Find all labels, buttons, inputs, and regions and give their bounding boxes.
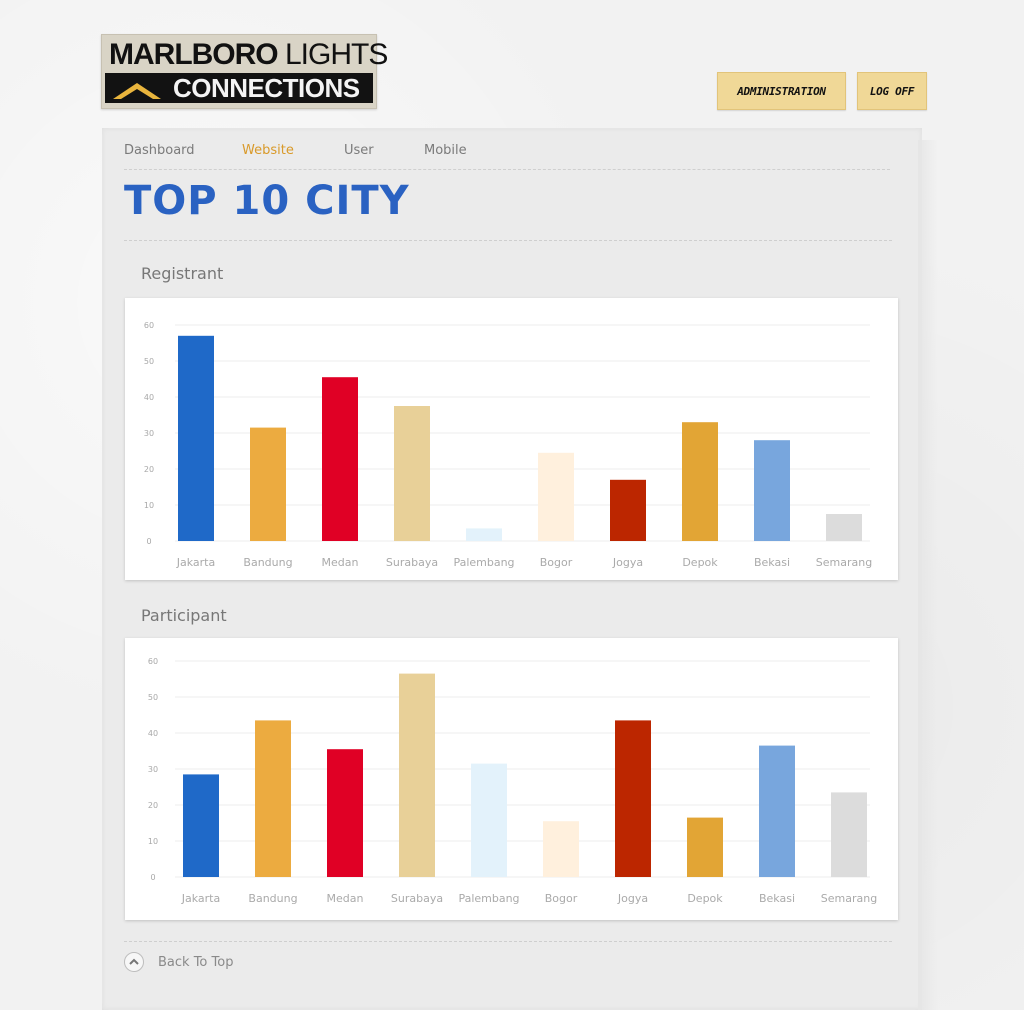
y-tick-label: 10 bbox=[148, 837, 158, 846]
x-tick-label: Palembang bbox=[458, 892, 519, 905]
y-tick-label: 50 bbox=[144, 357, 154, 366]
bar-palembang[interactable] bbox=[471, 763, 507, 877]
y-tick-label: 0 bbox=[146, 537, 151, 546]
administration-button[interactable]: ADMINISTRATION bbox=[717, 72, 846, 110]
bar-medan[interactable] bbox=[322, 377, 358, 541]
bar-jogya[interactable] bbox=[610, 479, 646, 541]
y-tick-label: 60 bbox=[148, 657, 158, 666]
log-off-button[interactable]: LOG OFF bbox=[857, 72, 927, 110]
x-tick-label: Jogya bbox=[612, 556, 643, 569]
x-tick-label: Palembang bbox=[453, 556, 514, 569]
participant-section-label: Participant bbox=[141, 606, 227, 625]
x-tick-label: Medan bbox=[327, 892, 364, 905]
x-tick-label: Bandung bbox=[243, 556, 292, 569]
y-tick-label: 60 bbox=[144, 321, 154, 330]
y-tick-label: 30 bbox=[148, 765, 158, 774]
bar-jakarta[interactable] bbox=[178, 335, 214, 541]
logo-text-light: LIGHTS bbox=[285, 38, 388, 71]
bar-bekasi[interactable] bbox=[754, 440, 790, 541]
participant-chart-card: 0 10 20 30 40 50 60 Jakarta Bandung Medan Surabaya… bbox=[125, 638, 898, 920]
y-tick-label: 10 bbox=[144, 501, 154, 510]
y-tick-label: 40 bbox=[148, 729, 158, 738]
y-tick-label: 20 bbox=[148, 801, 158, 810]
x-tick-label: Bogor bbox=[545, 892, 578, 905]
bar-jakarta[interactable] bbox=[183, 774, 219, 877]
x-tick-label: Bekasi bbox=[754, 556, 790, 569]
back-to-top-label: Back To Top bbox=[158, 955, 234, 970]
bar-bekasi[interactable] bbox=[759, 745, 795, 877]
title-divider bbox=[124, 240, 892, 241]
bar-palembang[interactable] bbox=[466, 528, 502, 541]
bar-surabaya[interactable] bbox=[399, 673, 435, 877]
bar-surabaya[interactable] bbox=[394, 406, 430, 541]
bar-bogor[interactable] bbox=[538, 452, 574, 541]
x-tick-label: Surabaya bbox=[391, 892, 443, 905]
nav-divider bbox=[124, 169, 890, 170]
page-title: TOP 10 CITY bbox=[124, 178, 410, 224]
registrant-section-label: Registrant bbox=[141, 264, 224, 283]
bar-semarang[interactable] bbox=[826, 514, 862, 541]
x-tick-label: Semarang bbox=[821, 892, 877, 905]
x-tick-label: Semarang bbox=[816, 556, 872, 569]
bar-depok[interactable] bbox=[687, 817, 723, 877]
participant-bar-chart: 0 10 20 30 40 50 60 Jakarta Bandung Medan Surabaya… bbox=[148, 657, 877, 905]
y-tick-label: 30 bbox=[144, 429, 154, 438]
x-tick-label: Bandung bbox=[248, 892, 297, 905]
bar-bandung[interactable] bbox=[250, 427, 286, 541]
nav-item-mobile[interactable]: Mobile bbox=[424, 143, 467, 158]
roof-chevron-icon bbox=[113, 83, 161, 99]
nav-item-dashboard[interactable]: Dashboard bbox=[124, 143, 195, 158]
chevron-up-icon bbox=[124, 952, 144, 972]
logo-bar: CONNECTIONS bbox=[105, 73, 373, 103]
brand-logo[interactable]: MARLBORO LIGHTS CONNECTIONS bbox=[101, 34, 388, 109]
x-tick-label: Jakarta bbox=[176, 556, 215, 569]
registrant-bar-chart: 0 10 20 30 40 50 60 Jakarta Bandung Medan Surabaya… bbox=[144, 321, 872, 569]
y-tick-label: 0 bbox=[150, 873, 155, 882]
bar-semarang[interactable] bbox=[831, 792, 867, 877]
x-tick-label: Medan bbox=[322, 556, 359, 569]
panel-edge bbox=[918, 140, 938, 1010]
y-tick-label: 20 bbox=[144, 465, 154, 474]
logo-text-connections: CONNECTIONS bbox=[173, 73, 360, 103]
logo-text-bold: MARLBORO bbox=[109, 38, 279, 71]
x-tick-label: Bogor bbox=[540, 556, 573, 569]
x-tick-label: Surabaya bbox=[386, 556, 438, 569]
y-tick-label: 40 bbox=[144, 393, 154, 402]
bar-jogya[interactable] bbox=[615, 720, 651, 877]
logo-line-1: MARLBORO LIGHTS bbox=[109, 38, 388, 71]
nav-item-website[interactable]: Website bbox=[242, 143, 294, 158]
bar-bandung[interactable] bbox=[255, 720, 291, 877]
footer-divider bbox=[124, 941, 892, 942]
registrant-chart-card: 0 10 20 30 40 50 60 Jakarta Bandung Medan Surabaya… bbox=[125, 298, 898, 580]
x-tick-label: Bekasi bbox=[759, 892, 795, 905]
bar-bogor[interactable] bbox=[543, 821, 579, 877]
x-tick-label: Depok bbox=[687, 892, 723, 905]
x-tick-label: Jogya bbox=[617, 892, 648, 905]
x-tick-label: Jakarta bbox=[181, 892, 220, 905]
bar-depok[interactable] bbox=[682, 422, 718, 541]
nav-item-user[interactable]: User bbox=[344, 143, 374, 158]
x-tick-label: Depok bbox=[682, 556, 718, 569]
y-tick-label: 50 bbox=[148, 693, 158, 702]
bar-medan[interactable] bbox=[327, 749, 363, 877]
